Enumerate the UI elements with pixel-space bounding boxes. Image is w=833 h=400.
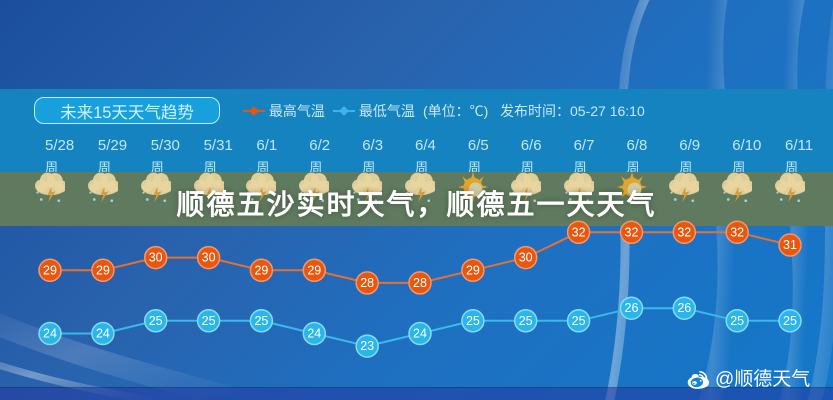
svg-text:32: 32 <box>730 225 744 239</box>
svg-text:25: 25 <box>254 314 268 328</box>
svg-text:24: 24 <box>307 327 321 341</box>
svg-text:32: 32 <box>677 225 691 239</box>
svg-text:32: 32 <box>625 225 639 239</box>
svg-text:23: 23 <box>360 339 374 353</box>
svg-text:25: 25 <box>783 314 797 328</box>
svg-text:26: 26 <box>625 301 639 315</box>
svg-text:24: 24 <box>413 327 427 341</box>
svg-text:25: 25 <box>519 314 533 328</box>
svg-text:30: 30 <box>202 251 216 265</box>
svg-text:25: 25 <box>202 314 216 328</box>
svg-text:28: 28 <box>413 276 427 290</box>
svg-text:30: 30 <box>519 251 533 265</box>
svg-text:29: 29 <box>43 263 57 277</box>
svg-text:32: 32 <box>572 225 586 239</box>
svg-text:25: 25 <box>730 314 744 328</box>
svg-text:29: 29 <box>307 263 321 277</box>
svg-text:25: 25 <box>466 314 480 328</box>
svg-text:30: 30 <box>149 251 163 265</box>
svg-text:25: 25 <box>149 314 163 328</box>
svg-text:24: 24 <box>43 327 57 341</box>
svg-text:29: 29 <box>466 263 480 277</box>
svg-text:29: 29 <box>96 263 110 277</box>
svg-text:24: 24 <box>96 327 110 341</box>
svg-text:26: 26 <box>677 301 691 315</box>
svg-text:31: 31 <box>783 238 797 252</box>
svg-text:25: 25 <box>572 314 586 328</box>
svg-text:29: 29 <box>254 263 268 277</box>
svg-text:28: 28 <box>360 276 374 290</box>
